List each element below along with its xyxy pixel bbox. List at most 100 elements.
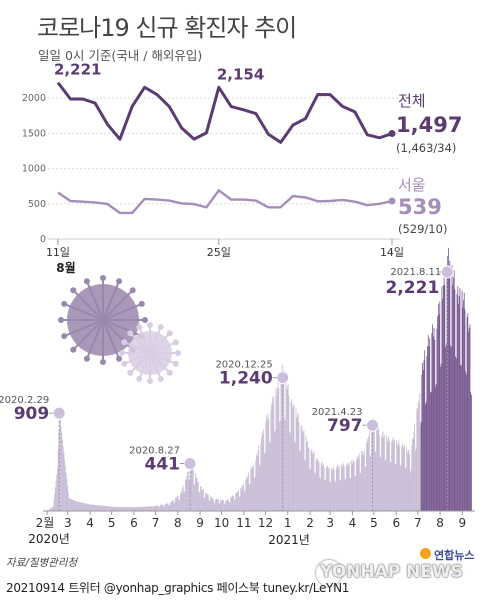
daily-bar <box>356 456 358 511</box>
daily-bar <box>107 506 109 511</box>
series-breakdown-seoul: (529/10) <box>398 222 447 236</box>
daily-bar <box>121 506 122 511</box>
daily-bar <box>295 408 297 511</box>
daily-bar <box>223 500 224 511</box>
daily-bar <box>64 459 66 511</box>
daily-bar <box>325 480 326 511</box>
daily-bar <box>149 506 150 511</box>
daily-bar <box>220 499 222 511</box>
daily-bar <box>321 461 323 511</box>
daily-bar <box>458 303 459 511</box>
daily-bar <box>213 499 214 511</box>
watermark-text: YONHAP NEWS <box>320 562 463 582</box>
virus-spike-tip <box>61 300 68 307</box>
daily-bar <box>98 505 100 511</box>
daily-bar <box>435 384 437 511</box>
daily-bar <box>85 503 86 511</box>
daily-bar <box>189 479 191 511</box>
daily-bar <box>113 506 114 511</box>
daily-bar <box>370 454 372 511</box>
daily-bar <box>274 432 275 511</box>
daily-bar <box>90 504 91 511</box>
daily-bar <box>208 500 210 511</box>
virus-spike-tip <box>121 339 128 346</box>
annotation-value: 441 <box>145 455 181 475</box>
daily-bar <box>347 466 349 511</box>
annotation-date: 2020.2.29 <box>0 395 49 406</box>
x-tick-label: 3 <box>326 516 334 530</box>
year-label: 2021년 <box>268 533 310 547</box>
daily-bar <box>154 506 156 511</box>
daily-bar <box>381 437 382 511</box>
series-current-total: 1,497 <box>396 113 462 137</box>
daily-bar <box>113 506 115 511</box>
daily-bar <box>117 506 119 511</box>
daily-bar <box>301 425 303 511</box>
daily-bar <box>411 445 413 511</box>
daily-bar <box>357 459 359 511</box>
daily-bar <box>252 468 254 511</box>
daily-bar <box>61 433 63 511</box>
daily-bar <box>414 450 416 511</box>
daily-bar <box>99 505 101 511</box>
x-tick-label: 9 <box>459 516 467 530</box>
daily-bar <box>147 506 149 511</box>
daily-bar <box>344 479 346 511</box>
daily-bar <box>307 441 308 511</box>
daily-bar <box>217 499 219 511</box>
daily-bar <box>128 507 130 511</box>
daily-bar <box>234 499 236 511</box>
daily-bar <box>152 506 154 511</box>
annotation-date: 2020.12.25 <box>215 360 272 371</box>
daily-bar <box>263 429 265 511</box>
daily-bar <box>389 441 390 511</box>
daily-bar <box>458 296 460 511</box>
daily-bar <box>57 449 59 511</box>
daily-bar <box>190 461 192 511</box>
daily-bar <box>228 502 230 511</box>
daily-bar <box>124 507 126 511</box>
daily-bar <box>62 446 64 511</box>
daily-bar <box>161 504 163 511</box>
daily-bar <box>318 461 320 511</box>
daily-bar <box>348 464 349 511</box>
daily-bar <box>241 486 243 511</box>
x-tick-label: 2 <box>306 516 314 530</box>
daily-bar <box>292 406 294 511</box>
daily-bar <box>340 464 342 511</box>
daily-bar <box>132 507 134 511</box>
daily-bar <box>303 430 305 511</box>
daily-bar <box>373 425 375 511</box>
daily-bar <box>251 469 252 511</box>
daily-bar <box>454 289 456 511</box>
daily-bar <box>311 449 313 511</box>
x-tick-label: 12 <box>258 516 273 530</box>
daily-bar <box>266 415 268 511</box>
daily-bar <box>100 505 102 511</box>
daily-bar <box>420 421 422 511</box>
daily-bar <box>381 434 383 511</box>
daily-bar <box>299 451 301 511</box>
daily-bar <box>157 505 159 511</box>
daily-bar <box>326 466 328 511</box>
daily-bar <box>169 502 171 511</box>
footer-credits[interactable]: 20210914 트위터 @yonhap_graphics 페이스북 tuney… <box>6 581 350 595</box>
daily-bar <box>82 502 84 511</box>
daily-bar <box>66 478 68 511</box>
daily-bar <box>419 393 421 511</box>
x-tick-label: 4 <box>86 516 94 530</box>
daily-bar <box>415 447 417 511</box>
virus-spike-tip <box>127 330 134 337</box>
virus-spike-tip <box>157 324 164 331</box>
daily-bar <box>213 502 215 511</box>
daily-bar <box>378 427 380 511</box>
daily-bar <box>302 431 304 511</box>
y-tick-label: 500 <box>28 199 46 210</box>
daily-bar <box>356 459 357 511</box>
daily-bar <box>92 504 94 511</box>
daily-bar <box>233 495 234 511</box>
daily-bar <box>333 469 335 511</box>
annotation-marker <box>366 418 380 432</box>
daily-bar <box>49 509 50 511</box>
x-tick-label: 8 <box>174 516 182 530</box>
